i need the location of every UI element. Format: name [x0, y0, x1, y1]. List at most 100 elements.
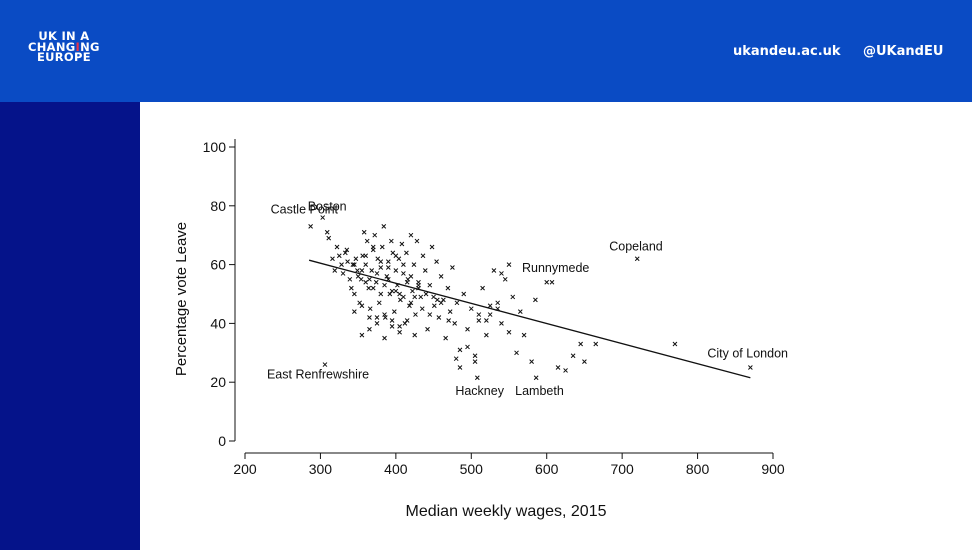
logo-line-3: EUROPE	[36, 50, 91, 64]
data-point-marker	[555, 365, 561, 370]
data-point-marker	[339, 262, 344, 267]
data-point-marker	[373, 279, 379, 285]
data-point-marker	[404, 318, 410, 323]
data-point-marker	[517, 309, 523, 314]
data-point-marker	[529, 359, 534, 364]
data-point-marker	[352, 309, 357, 314]
data-point-marker	[495, 300, 501, 306]
y-tick-label: 100	[203, 139, 227, 155]
data-point-marker	[324, 229, 330, 235]
data-point-marker	[382, 282, 387, 288]
data-point-marker	[502, 276, 508, 282]
data-point-marker	[414, 238, 420, 244]
data-point-marker	[672, 341, 678, 347]
data-point-marker	[359, 332, 365, 338]
x-tick-label: 400	[384, 461, 408, 477]
data-point-marker	[431, 294, 436, 300]
data-point-marker	[382, 335, 387, 341]
data-point-marker	[364, 238, 370, 244]
x-tick-label: 500	[460, 461, 484, 477]
data-point-marker	[447, 309, 453, 314]
data-point-marker	[385, 259, 391, 265]
twitter-handle-link[interactable]: @UKandEU	[863, 44, 944, 59]
data-point-marker	[510, 294, 516, 300]
data-point-marker	[393, 268, 399, 273]
data-point-marker	[342, 250, 348, 256]
data-point-marker	[382, 312, 387, 317]
x-tick-label: 900	[761, 461, 785, 477]
data-point-marker	[452, 321, 458, 326]
point-label: City of London	[707, 347, 788, 361]
data-point-marker	[474, 375, 480, 381]
data-point-marker	[336, 253, 342, 259]
data-point-marker	[487, 303, 493, 309]
data-point-marker	[549, 279, 555, 285]
data-point-marker	[434, 259, 439, 265]
regression-line	[308, 259, 751, 379]
data-point-marker	[374, 271, 380, 276]
uk-in-a-changing-europe-logo[interactable]: UK IN A CHANGING EUROPE	[28, 31, 100, 63]
data-point-marker	[443, 335, 448, 341]
data-point-marker	[389, 323, 395, 329]
data-point-marker	[544, 279, 550, 285]
chart-marks	[308, 215, 753, 381]
data-point-marker	[418, 294, 424, 300]
data-point-marker	[593, 341, 599, 347]
x-tick-label: 300	[309, 461, 333, 477]
data-point-marker	[374, 321, 380, 326]
data-point-marker	[420, 253, 426, 259]
data-point-marker	[748, 365, 753, 370]
data-point-marker	[582, 359, 587, 364]
data-point-marker	[397, 323, 402, 329]
data-point-marker	[457, 365, 463, 370]
data-point-marker	[438, 274, 444, 279]
data-point-marker	[374, 315, 380, 320]
data-point-marker	[330, 256, 335, 262]
data-point-marker	[388, 238, 394, 244]
data-point-marker	[367, 276, 372, 282]
data-point-marker	[367, 315, 372, 320]
data-point-marker	[416, 282, 421, 288]
website-link[interactable]: ukandeu.ac.uk	[733, 44, 841, 59]
point-label: Runnymede	[522, 261, 589, 275]
data-point-marker	[393, 253, 399, 259]
data-point-marker	[376, 300, 382, 306]
data-point-marker	[506, 262, 512, 267]
data-point-marker	[461, 291, 467, 297]
data-point-marker	[434, 297, 440, 303]
data-point-marker	[345, 259, 350, 265]
data-point-marker	[366, 285, 372, 291]
point-label: Hackney	[455, 384, 504, 398]
header-bar: UK IN A CHANGING EUROPE ukandeu.ac.uk @U…	[0, 0, 972, 102]
data-point-marker	[353, 256, 359, 262]
data-point-marker	[361, 229, 367, 235]
data-point-marker	[476, 312, 482, 317]
data-point-marker	[384, 274, 390, 279]
data-point-marker	[352, 262, 357, 267]
data-point-marker	[332, 268, 338, 273]
data-point-marker	[381, 224, 387, 229]
x-tick-label: 800	[686, 461, 710, 477]
y-tick-label: 80	[210, 198, 226, 214]
data-point-marker	[404, 250, 409, 256]
point-label: Castle Point	[271, 202, 339, 216]
data-point-marker	[308, 224, 313, 229]
data-point-marker	[431, 303, 437, 309]
data-point-marker	[355, 274, 361, 279]
data-point-marker	[487, 312, 493, 317]
data-point-marker	[429, 244, 435, 250]
data-point-marker	[378, 291, 384, 297]
data-point-marker	[499, 321, 504, 326]
data-point-marker	[533, 375, 539, 381]
data-point-marker	[533, 297, 538, 303]
data-point-marker	[326, 235, 332, 241]
data-point-marker	[445, 285, 451, 291]
data-point-marker	[397, 329, 402, 335]
data-point-marker	[334, 244, 340, 250]
x-tick-label: 700	[610, 461, 634, 477]
data-point-marker	[468, 306, 474, 312]
data-point-marker	[350, 262, 356, 267]
point-label: Copeland	[609, 240, 663, 254]
data-point-marker	[412, 332, 418, 338]
data-point-marker	[465, 344, 470, 350]
